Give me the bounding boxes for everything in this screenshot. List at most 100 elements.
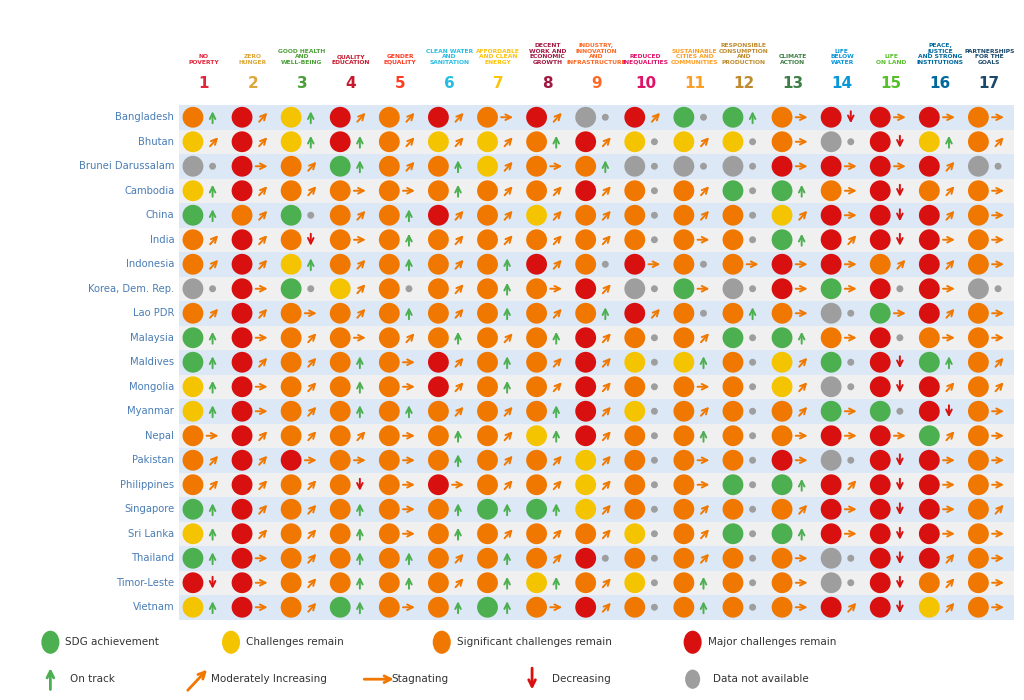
Ellipse shape <box>869 450 891 470</box>
Text: Stagnating: Stagnating <box>391 674 449 684</box>
Ellipse shape <box>820 279 842 299</box>
Text: Philippines: Philippines <box>120 480 174 490</box>
Ellipse shape <box>968 426 989 446</box>
Ellipse shape <box>750 163 756 169</box>
Ellipse shape <box>723 230 743 250</box>
Ellipse shape <box>330 230 350 250</box>
Text: Lao PDR: Lao PDR <box>133 308 174 318</box>
Ellipse shape <box>750 506 756 512</box>
Ellipse shape <box>281 377 301 397</box>
Ellipse shape <box>575 254 596 274</box>
Ellipse shape <box>750 482 756 488</box>
Ellipse shape <box>820 132 842 152</box>
Ellipse shape <box>674 205 694 225</box>
Ellipse shape <box>182 548 204 568</box>
Ellipse shape <box>281 352 301 372</box>
Ellipse shape <box>379 450 399 470</box>
Ellipse shape <box>723 450 743 470</box>
Ellipse shape <box>820 328 842 348</box>
Ellipse shape <box>330 597 350 617</box>
Ellipse shape <box>209 163 216 169</box>
Ellipse shape <box>477 279 498 299</box>
Ellipse shape <box>379 107 399 127</box>
Ellipse shape <box>919 230 940 250</box>
Ellipse shape <box>281 401 301 421</box>
Ellipse shape <box>820 426 842 446</box>
Text: 5: 5 <box>395 76 406 91</box>
Text: 12: 12 <box>733 76 755 91</box>
Ellipse shape <box>182 377 204 397</box>
Ellipse shape <box>651 384 657 390</box>
Ellipse shape <box>772 279 793 299</box>
Ellipse shape <box>182 279 204 299</box>
Ellipse shape <box>968 107 989 127</box>
Ellipse shape <box>968 132 989 152</box>
Ellipse shape <box>526 475 547 495</box>
Ellipse shape <box>379 205 399 225</box>
Ellipse shape <box>330 426 350 446</box>
Ellipse shape <box>379 328 399 348</box>
Ellipse shape <box>869 524 891 544</box>
Ellipse shape <box>231 573 253 593</box>
Ellipse shape <box>723 156 743 176</box>
Ellipse shape <box>651 188 657 194</box>
Ellipse shape <box>820 107 842 127</box>
Text: AFFORDABLE
AND CLEAN
ENERGY: AFFORDABLE AND CLEAN ENERGY <box>476 49 520 65</box>
Ellipse shape <box>820 475 842 495</box>
Text: Thailand: Thailand <box>131 553 174 564</box>
Ellipse shape <box>651 482 657 488</box>
Ellipse shape <box>919 573 940 593</box>
Ellipse shape <box>919 205 940 225</box>
Ellipse shape <box>896 408 903 414</box>
Bar <box>179 595 1014 620</box>
Ellipse shape <box>330 573 350 593</box>
Bar <box>179 203 1014 228</box>
Ellipse shape <box>684 631 701 654</box>
Bar <box>179 178 1014 203</box>
Ellipse shape <box>651 506 657 512</box>
Ellipse shape <box>651 212 657 218</box>
Ellipse shape <box>723 524 743 544</box>
Ellipse shape <box>869 573 891 593</box>
Ellipse shape <box>651 580 657 586</box>
Ellipse shape <box>222 631 240 654</box>
Ellipse shape <box>968 303 989 323</box>
Ellipse shape <box>575 524 596 544</box>
Ellipse shape <box>526 254 547 274</box>
Ellipse shape <box>281 426 301 446</box>
Ellipse shape <box>820 401 842 421</box>
Ellipse shape <box>575 475 596 495</box>
Bar <box>179 399 1014 423</box>
Ellipse shape <box>575 156 596 176</box>
Ellipse shape <box>428 156 449 176</box>
Ellipse shape <box>723 181 743 201</box>
Ellipse shape <box>575 450 596 470</box>
Text: 11: 11 <box>684 76 706 91</box>
Text: Timor-Leste: Timor-Leste <box>116 578 174 588</box>
Ellipse shape <box>625 548 645 568</box>
Ellipse shape <box>281 107 301 127</box>
Text: 2: 2 <box>248 76 258 91</box>
Ellipse shape <box>723 303 743 323</box>
Ellipse shape <box>820 377 842 397</box>
Ellipse shape <box>772 597 793 617</box>
Text: 4: 4 <box>346 76 356 91</box>
Ellipse shape <box>919 548 940 568</box>
Ellipse shape <box>674 132 694 152</box>
Ellipse shape <box>281 205 301 225</box>
Ellipse shape <box>477 426 498 446</box>
Ellipse shape <box>575 205 596 225</box>
Ellipse shape <box>820 573 842 593</box>
Ellipse shape <box>428 597 449 617</box>
Ellipse shape <box>231 254 253 274</box>
Ellipse shape <box>700 114 707 120</box>
Ellipse shape <box>379 548 399 568</box>
Ellipse shape <box>625 426 645 446</box>
Ellipse shape <box>772 230 793 250</box>
Ellipse shape <box>526 597 547 617</box>
Ellipse shape <box>919 597 940 617</box>
Ellipse shape <box>674 303 694 323</box>
Bar <box>179 497 1014 522</box>
Ellipse shape <box>575 107 596 127</box>
Ellipse shape <box>428 181 449 201</box>
